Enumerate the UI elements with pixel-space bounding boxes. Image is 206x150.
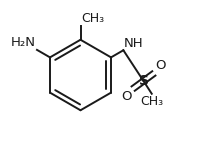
Text: O: O bbox=[121, 90, 131, 103]
Text: NH: NH bbox=[124, 36, 144, 50]
Text: CH₃: CH₃ bbox=[140, 95, 163, 108]
Text: S: S bbox=[138, 74, 149, 88]
Text: O: O bbox=[156, 59, 166, 72]
Text: H₂N: H₂N bbox=[11, 36, 36, 49]
Text: CH₃: CH₃ bbox=[81, 12, 104, 25]
